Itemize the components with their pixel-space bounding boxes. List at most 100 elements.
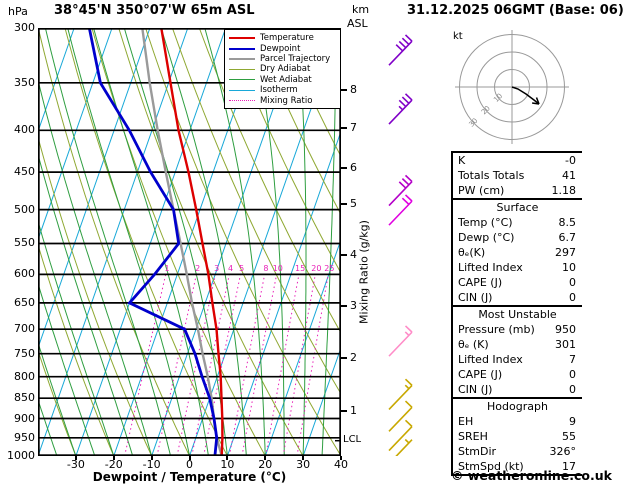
x-axis-tickmark bbox=[264, 456, 267, 460]
panel-section: Most Unstable Pressure (mb) 950 θₑ (K) 301 Li… bbox=[453, 305, 582, 397]
km-tick-label: 8 bbox=[350, 82, 357, 96]
pressure-axis-unit: hPa bbox=[8, 5, 28, 18]
legend-item: Wet Adiabat bbox=[229, 75, 336, 85]
panel-row-label: Pressure (mb) bbox=[458, 323, 535, 336]
wind-barb bbox=[388, 325, 413, 357]
hodograph-ring-label: 30 bbox=[467, 117, 479, 129]
altitude-unit-km: km bbox=[352, 3, 370, 16]
km-tickmark bbox=[341, 88, 347, 91]
panel-row: Pressure (mb) 950 bbox=[453, 322, 582, 337]
x-axis-tickmark bbox=[302, 456, 305, 460]
pressure-tick-label: 1000 bbox=[7, 449, 35, 462]
legend-item: Temperature bbox=[229, 33, 336, 43]
legend-label: Parcel Trajectory bbox=[260, 53, 331, 64]
wind-barb bbox=[388, 419, 413, 452]
panel-row-label: Lifted Index bbox=[458, 261, 523, 274]
pressure-tick-label: 600 bbox=[14, 267, 35, 281]
panel-row-value: 1.18 bbox=[551, 184, 577, 197]
panel-row-label: StmSpd (kt) bbox=[458, 460, 524, 473]
panel-row-value: 950 bbox=[555, 323, 576, 336]
panel-row-value: 55 bbox=[562, 430, 576, 443]
hodograph-arrowhead bbox=[535, 97, 540, 105]
panel-row: CAPE (J) 0 bbox=[453, 275, 582, 290]
legend-label: Mixing Ratio bbox=[260, 95, 313, 106]
legend-swatch bbox=[229, 37, 255, 40]
x-axis-tickmark bbox=[188, 456, 191, 460]
panel-row-value: 0 bbox=[569, 291, 576, 304]
legend-item: Parcel Trajectory bbox=[229, 54, 336, 64]
pressure-tick-label: 300 bbox=[14, 21, 35, 34]
km-tickmark bbox=[341, 202, 347, 205]
pressure-tick-label: 350 bbox=[14, 75, 35, 89]
panel-row-label: Temp (°C) bbox=[458, 216, 513, 229]
temperature-tick-label: 0 bbox=[186, 458, 193, 471]
hodograph-kt-label: kt bbox=[453, 31, 463, 42]
pressure-tick-label: 900 bbox=[14, 411, 35, 425]
parcel-trajectory-curve bbox=[141, 28, 223, 456]
hodograph-trace bbox=[511, 86, 540, 105]
pressure-tick-label: 550 bbox=[14, 236, 35, 250]
panel-row-value: 0 bbox=[569, 368, 576, 381]
panel-row-label: CAPE (J) bbox=[458, 276, 503, 289]
wind-barb bbox=[388, 174, 413, 207]
panel-row: SREH 55 bbox=[453, 429, 582, 444]
panel-row: Lifted Index 7 bbox=[453, 352, 582, 367]
dewpoint-curve bbox=[87, 28, 219, 456]
panel-row-label: SREH bbox=[458, 430, 488, 443]
panel-row: Temp (°C) 8.5 bbox=[453, 215, 582, 230]
km-tick-label: 3 bbox=[350, 298, 357, 312]
legend-label: Temperature bbox=[260, 33, 314, 44]
wind-barb bbox=[395, 438, 413, 456]
legend-item: Dry Adiabat bbox=[229, 64, 336, 74]
panel-row: EH 9 bbox=[453, 414, 582, 429]
mixing-ratio-value-label: 20 bbox=[311, 264, 321, 273]
pressure-tick-label: 850 bbox=[14, 391, 35, 405]
pressure-tick-label: 750 bbox=[14, 346, 35, 360]
km-tick-label: 5 bbox=[350, 196, 357, 210]
km-tick-label: 7 bbox=[350, 120, 357, 134]
temperature-tick-label: 40 bbox=[334, 458, 348, 471]
panel-row-value: 301 bbox=[555, 338, 576, 351]
panel-row-value: 0 bbox=[569, 276, 576, 289]
legend-swatch bbox=[229, 68, 255, 70]
panel-row-label: EH bbox=[458, 415, 474, 428]
km-tick-label: 6 bbox=[350, 161, 357, 175]
legend-swatch bbox=[229, 79, 255, 81]
panel-row-value: 10 bbox=[562, 261, 576, 274]
panel-row-value: 7 bbox=[569, 353, 576, 366]
mixing-ratio-value-label: 15 bbox=[295, 264, 305, 273]
km-tickmark bbox=[341, 357, 347, 360]
hodograph-ring bbox=[459, 34, 565, 140]
temperature-tick-label: 10 bbox=[220, 458, 235, 471]
temperature-tick-label: -10 bbox=[142, 458, 161, 471]
panel-row-label: CIN (J) bbox=[458, 291, 493, 304]
x-axis-title: Dewpoint / Temperature (°C) bbox=[92, 470, 287, 484]
pressure-tick-label: 700 bbox=[14, 322, 35, 336]
mixing-ratio-value-label: 25 bbox=[324, 264, 334, 273]
wind-barb bbox=[388, 93, 413, 125]
legend-item: Dewpoint bbox=[229, 43, 336, 54]
watermark: © weatheronline.co.uk bbox=[451, 468, 612, 483]
plot-border bbox=[38, 28, 341, 456]
panel-row-value: 8.5 bbox=[558, 216, 577, 229]
panel-row-label: CIN (J) bbox=[458, 383, 493, 396]
panel-row: θₑ(K) 297 bbox=[453, 245, 582, 260]
legend-item: Mixing Ratio bbox=[229, 95, 336, 106]
x-axis-tickmark bbox=[226, 456, 229, 460]
mixing-ratio-value-label: 4 bbox=[228, 264, 233, 273]
wind-barb bbox=[388, 400, 413, 432]
pressure-tick-label: 500 bbox=[14, 202, 35, 216]
panel-row: StmDir 326° bbox=[453, 444, 582, 459]
mixing-ratio-value-label: 5 bbox=[239, 264, 244, 273]
panel-row: θₑ (K) 301 bbox=[453, 337, 582, 352]
temperature-tick-label: -20 bbox=[104, 458, 123, 471]
wind-barb bbox=[388, 34, 413, 66]
panel-row-label: K bbox=[458, 154, 466, 167]
temperature-curve bbox=[160, 28, 224, 456]
pressure-tick-label: 650 bbox=[14, 295, 35, 309]
panel-row: PW (cm) 1.18 bbox=[453, 183, 582, 198]
panel-row: K -0 bbox=[453, 153, 582, 168]
hodograph-ring-label: 10 bbox=[492, 92, 504, 104]
